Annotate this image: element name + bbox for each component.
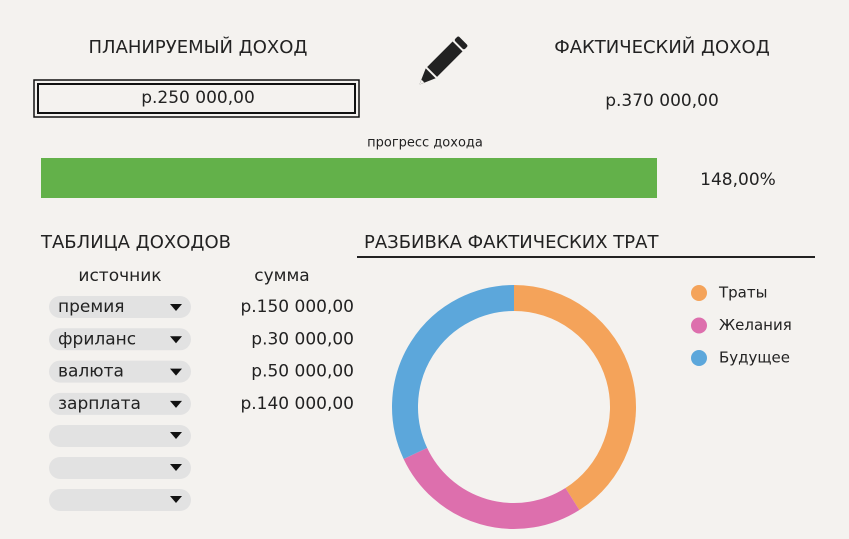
progress-value: 148,00% [700,170,776,190]
donut-slice [403,447,580,529]
dropdown-arrow [170,336,182,344]
source: фриланс [58,329,136,349]
dropdown-bg [49,328,191,351]
source: валюта [58,362,124,382]
amount: р.140 000,00 [240,394,354,414]
actual-label: ФАКТИЧЕСКИЙ ДОХОД [554,36,770,58]
empty-dropdown[interactable] [49,457,191,479]
column-header: источник [78,266,161,286]
chart-title: РАЗБИВКА ФАКТИЧЕСКИХ ТРАТ [364,232,659,253]
dropdown-arrow [170,368,182,376]
planned-value[interactable]: р.250 000,00 [141,88,255,108]
dropdown[interactable]: фриланс [49,328,191,351]
amount: р.30 000,00 [251,329,354,349]
planned-box-inner [37,83,356,114]
legend-swatch [691,350,707,366]
legend-label: Будущее [719,349,790,367]
planned-box[interactable] [33,79,360,118]
dropdown-arrow [170,400,182,408]
table-title: ТАБЛИЦА ДОХОДОВ [40,232,231,253]
empty-dropdown[interactable] [49,489,191,511]
progress-bar [41,158,657,198]
column-header: сумма [254,266,309,286]
legend-swatch [691,285,707,301]
dropdown[interactable]: премия [49,296,191,318]
source: зарплата [58,394,141,414]
source: премия [58,297,124,317]
planned-label: ПЛАНИРУЕМЫЙ ДОХОД [89,36,308,58]
dropdown-bg [49,392,191,415]
dropdown[interactable]: зарплата [49,392,191,415]
legend-label: Траты [718,284,767,302]
dropdown-bg [49,360,191,383]
donut-slice [513,285,636,510]
dropdown-bg [49,296,191,318]
empty-dropdown[interactable] [49,425,191,447]
actual-value: р.370 000,00 [605,91,719,111]
legend-swatch [691,317,707,334]
amount: р.150 000,00 [240,297,354,317]
dropdown-arrow [170,304,182,311]
amount: р.50 000,00 [251,362,354,382]
donut-slice [392,285,515,459]
dropdown[interactable]: валюта [49,360,191,383]
legend-label: Желания [719,316,792,334]
progress-label: прогресс дохода [367,136,483,151]
pencil-icon[interactable] [414,36,468,90]
